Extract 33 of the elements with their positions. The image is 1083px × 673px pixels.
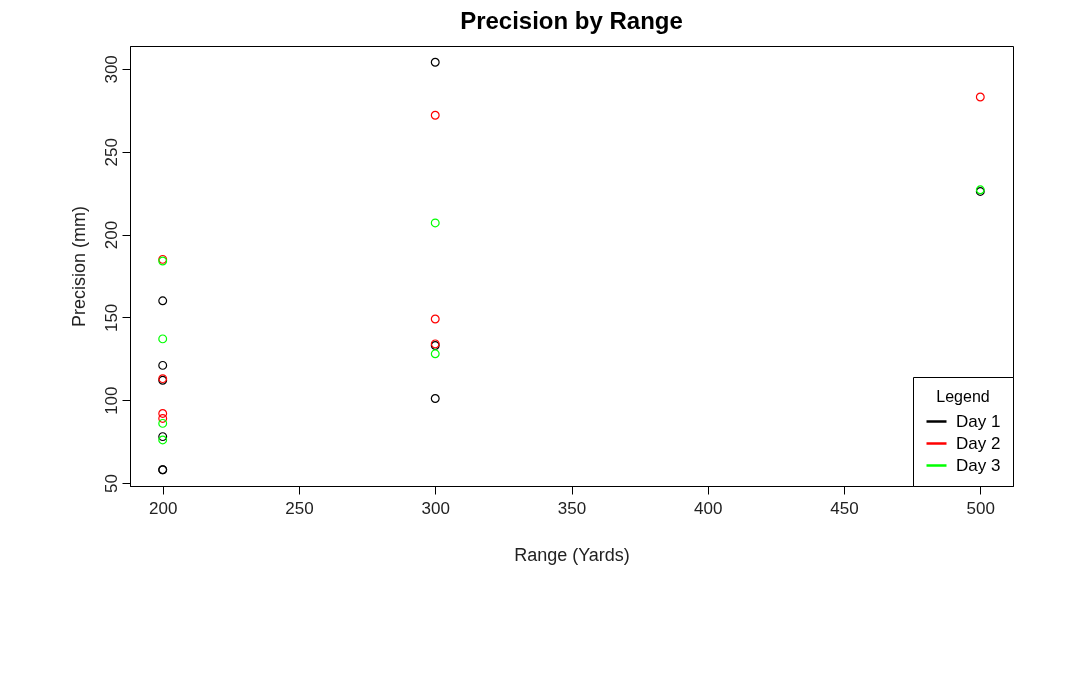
y-tick-label: 300 <box>101 55 121 84</box>
point <box>430 314 440 324</box>
point <box>158 360 168 370</box>
point <box>158 413 168 423</box>
x-tick-label: 350 <box>557 498 587 518</box>
x-tick-label: 400 <box>694 498 723 518</box>
x-tick-label: 500 <box>966 498 995 518</box>
x-tick-label: 250 <box>285 498 314 518</box>
point <box>430 218 440 228</box>
x-axis-title: Range (Yards) <box>514 544 630 565</box>
point <box>158 334 168 344</box>
x-tick-label: 200 <box>149 498 178 518</box>
y-tick-label: 50 <box>101 474 121 493</box>
point <box>430 110 440 120</box>
point <box>158 408 168 418</box>
x-tick-label: 300 <box>421 498 450 518</box>
y-axis-title: Precision (mm) <box>68 205 89 328</box>
chart-title: Precision by Range <box>460 7 683 34</box>
legend-label: Day 3 <box>956 455 1001 475</box>
point <box>430 57 440 67</box>
legend-title: Legend <box>936 388 990 405</box>
point <box>430 349 440 359</box>
x-tick-label: 450 <box>830 498 859 518</box>
point <box>430 394 440 403</box>
y-tick-label: 100 <box>101 386 121 415</box>
point <box>158 296 168 306</box>
point <box>975 92 985 102</box>
y-tick-label: 200 <box>101 220 121 250</box>
y-tick-label: 150 <box>101 303 121 333</box>
y-tick-label: 250 <box>101 138 121 167</box>
legend-label: Day 2 <box>956 433 1001 453</box>
point <box>158 418 168 428</box>
legend-label: Day 1 <box>956 411 1001 431</box>
